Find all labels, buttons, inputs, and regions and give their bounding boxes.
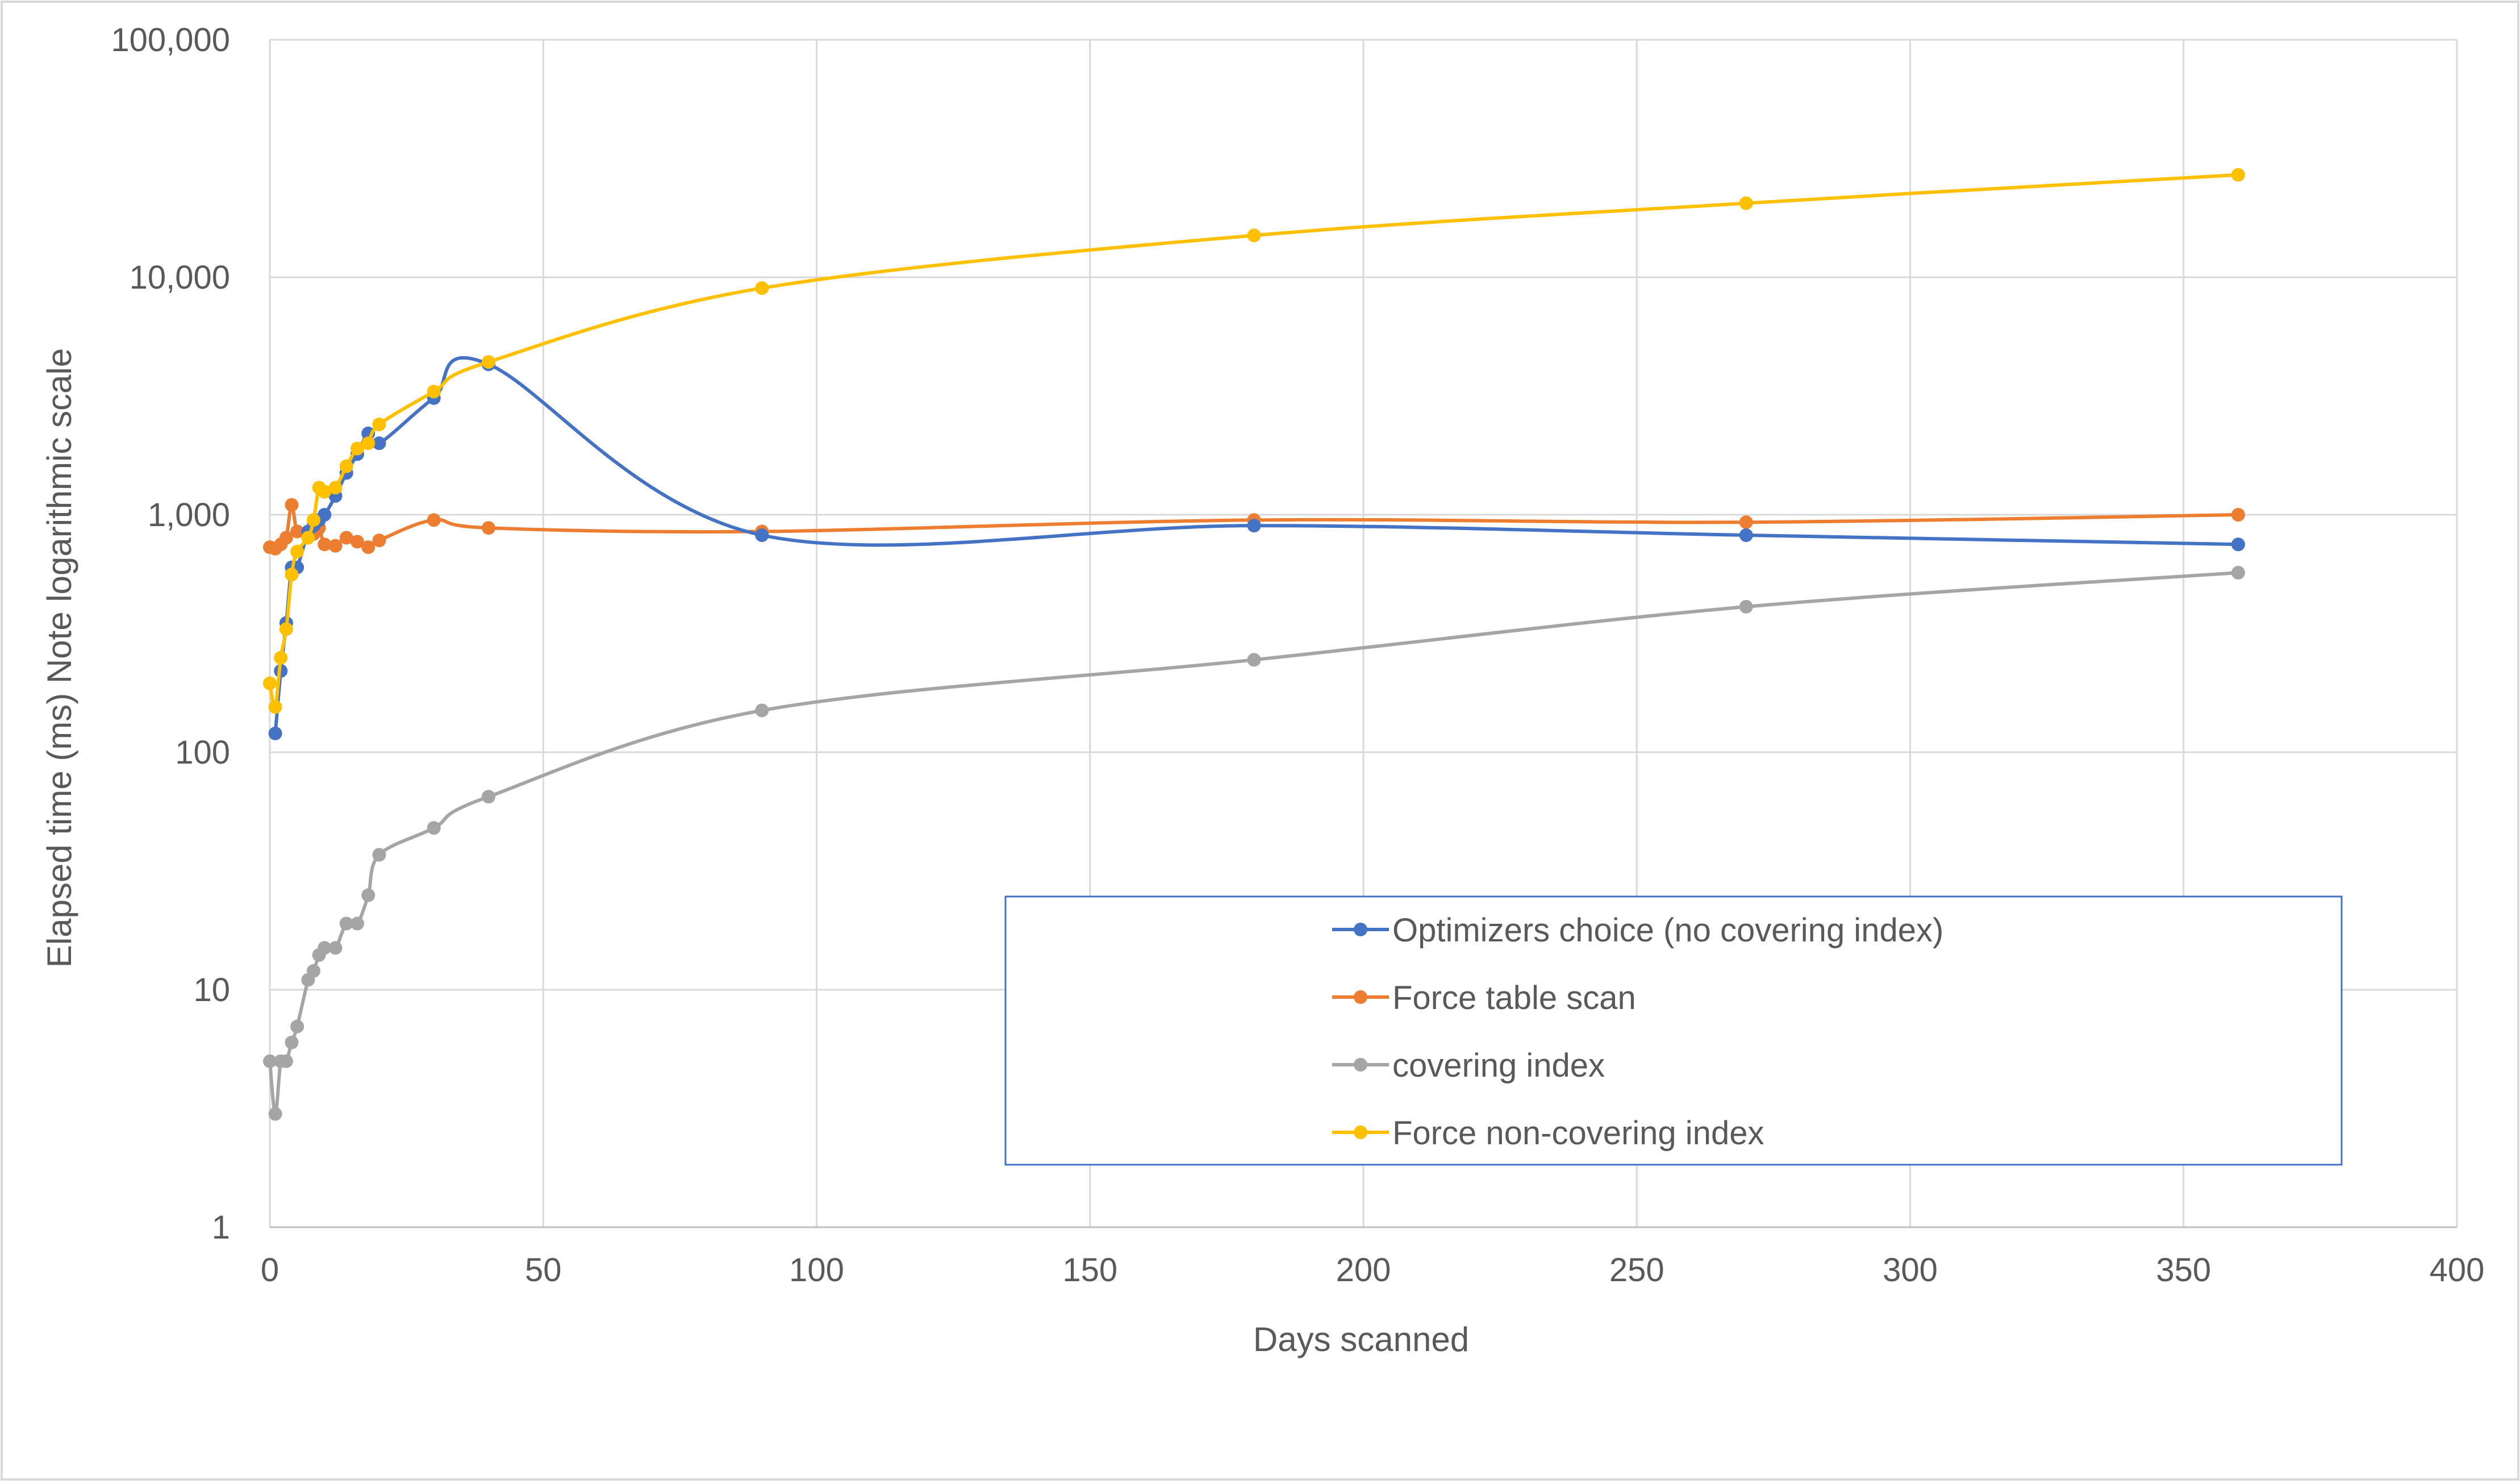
- y-tick-label: 1,000: [148, 497, 230, 533]
- legend-entry: covering index: [1332, 1047, 1605, 1084]
- legend-entry: Force table scan: [1332, 979, 1636, 1016]
- data-point: [339, 459, 353, 473]
- data-point: [361, 540, 376, 555]
- legend-box: [1004, 895, 2343, 1166]
- data-point: [755, 281, 769, 295]
- data-point: [290, 1019, 304, 1033]
- x-tick-label: 50: [525, 1252, 562, 1289]
- data-point: [279, 1054, 293, 1068]
- data-point: [328, 539, 343, 553]
- data-point: [268, 700, 282, 714]
- data-point: [372, 533, 386, 548]
- data-point: [351, 441, 364, 456]
- data-point: [372, 848, 386, 862]
- x-tick-label: 150: [1062, 1252, 1117, 1289]
- legend-swatch-marker: [1354, 990, 1367, 1004]
- data-point: [328, 481, 343, 495]
- series-2: [263, 566, 2245, 1121]
- data-point: [1739, 515, 1753, 530]
- axis-labels: Days scanned Elapsed time (ms) Note loga…: [40, 348, 1469, 1358]
- x-tick-label: 300: [1883, 1252, 1938, 1289]
- data-point: [285, 1035, 299, 1049]
- data-point: [263, 1054, 277, 1068]
- data-point: [279, 622, 293, 636]
- y-tick-label: 10: [193, 972, 230, 1008]
- data-point: [1247, 519, 1261, 533]
- data-point: [279, 531, 293, 545]
- data-point: [427, 821, 441, 835]
- legend-entry: Optimizers choice (no covering index): [1332, 912, 1943, 949]
- data-point: [285, 568, 299, 582]
- data-point: [301, 531, 315, 545]
- legend-label: Force non-covering index: [1392, 1115, 1764, 1152]
- data-point: [339, 531, 353, 545]
- data-point: [285, 498, 299, 512]
- legend: Optimizers choice (no covering index) For…: [1004, 895, 2343, 1166]
- legend-label: Force table scan: [1392, 979, 1636, 1016]
- y-tick-label: 10,000: [130, 259, 230, 296]
- data-point: [1739, 528, 1753, 543]
- data-point: [1247, 653, 1261, 667]
- data-point: [290, 544, 304, 558]
- data-point: [263, 676, 277, 690]
- series-line: [268, 173, 2239, 710]
- data-point: [1247, 228, 1261, 243]
- data-point: [482, 521, 495, 535]
- series-1: [263, 498, 2245, 556]
- data-point: [318, 941, 332, 955]
- data-point: [2231, 168, 2245, 182]
- data-point: [482, 790, 495, 804]
- x-axis-title: Days scanned: [1253, 1320, 1469, 1358]
- x-tick-label: 0: [261, 1252, 279, 1289]
- data-point: [318, 508, 332, 522]
- data-point: [361, 436, 376, 451]
- data-point: [2231, 566, 2245, 580]
- data-point: [318, 537, 332, 552]
- data-point: [307, 513, 320, 527]
- data-point: [755, 703, 769, 718]
- legend-swatch-marker: [1354, 923, 1367, 936]
- data-point: [351, 535, 364, 549]
- data-point: [2231, 508, 2245, 522]
- data-point: [361, 888, 376, 902]
- legend-swatch-marker: [1354, 1125, 1367, 1139]
- data-point: [290, 524, 304, 539]
- data-point: [307, 964, 320, 978]
- legend-label: Optimizers choice (no covering index): [1392, 912, 1943, 949]
- data-point: [351, 916, 364, 931]
- data-point: [339, 916, 353, 931]
- legend-label: covering index: [1392, 1047, 1605, 1084]
- data-point: [2231, 537, 2245, 552]
- data-point: [268, 726, 282, 740]
- data-point: [372, 418, 386, 432]
- x-tick-label: 350: [2156, 1252, 2211, 1289]
- axes: 1 10 100 1,000 10,000 100,000 0 50 100 150 200 250 3…: [111, 22, 2484, 1289]
- legend-entry: Force non-covering index: [1332, 1115, 1764, 1152]
- data-point: [274, 651, 288, 665]
- y-tick-label: 100,000: [111, 22, 230, 59]
- series-group: [263, 168, 2245, 1121]
- data-point: [318, 485, 332, 499]
- data-point: [1739, 196, 1753, 210]
- data-point: [427, 385, 441, 399]
- legend-swatch-marker: [1354, 1058, 1367, 1072]
- data-point: [372, 436, 386, 451]
- data-point: [328, 941, 343, 955]
- data-point: [268, 1107, 282, 1121]
- data-point: [1739, 599, 1753, 614]
- y-tick-label: 1: [212, 1209, 230, 1246]
- data-point: [755, 528, 769, 543]
- data-point: [482, 355, 495, 369]
- y-axis-title: Elapsed time (ms) Note logarithmic scale: [40, 348, 78, 968]
- x-tick-label: 100: [789, 1252, 844, 1289]
- y-tick-label: 100: [175, 734, 230, 771]
- x-tick-label: 200: [1336, 1252, 1391, 1289]
- series-3: [263, 168, 2245, 714]
- x-tick-label: 250: [1609, 1252, 1664, 1289]
- x-tick-label: 400: [2430, 1252, 2485, 1289]
- data-point: [427, 513, 441, 527]
